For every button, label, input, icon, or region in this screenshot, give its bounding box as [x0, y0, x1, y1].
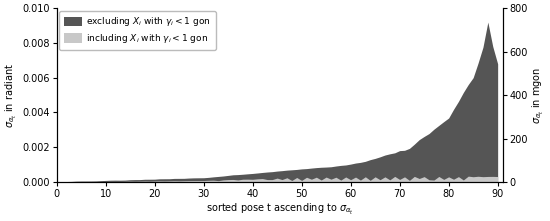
- Legend: excluding $X_i$ with $\gamma_i < 1$ gon, including $X_i$ with $\gamma_i < 1$ gon: excluding $X_i$ with $\gamma_i < 1$ gon,…: [59, 11, 216, 50]
- Y-axis label: $\sigma_{\alpha_t}$ in mgon: $\sigma_{\alpha_t}$ in mgon: [531, 67, 546, 124]
- X-axis label: sorted pose t ascending to $\sigma_{\alpha_t}$: sorted pose t ascending to $\sigma_{\alp…: [206, 202, 354, 217]
- Y-axis label: $\sigma_{\alpha_t}$ in radiant: $\sigma_{\alpha_t}$ in radiant: [4, 63, 19, 128]
